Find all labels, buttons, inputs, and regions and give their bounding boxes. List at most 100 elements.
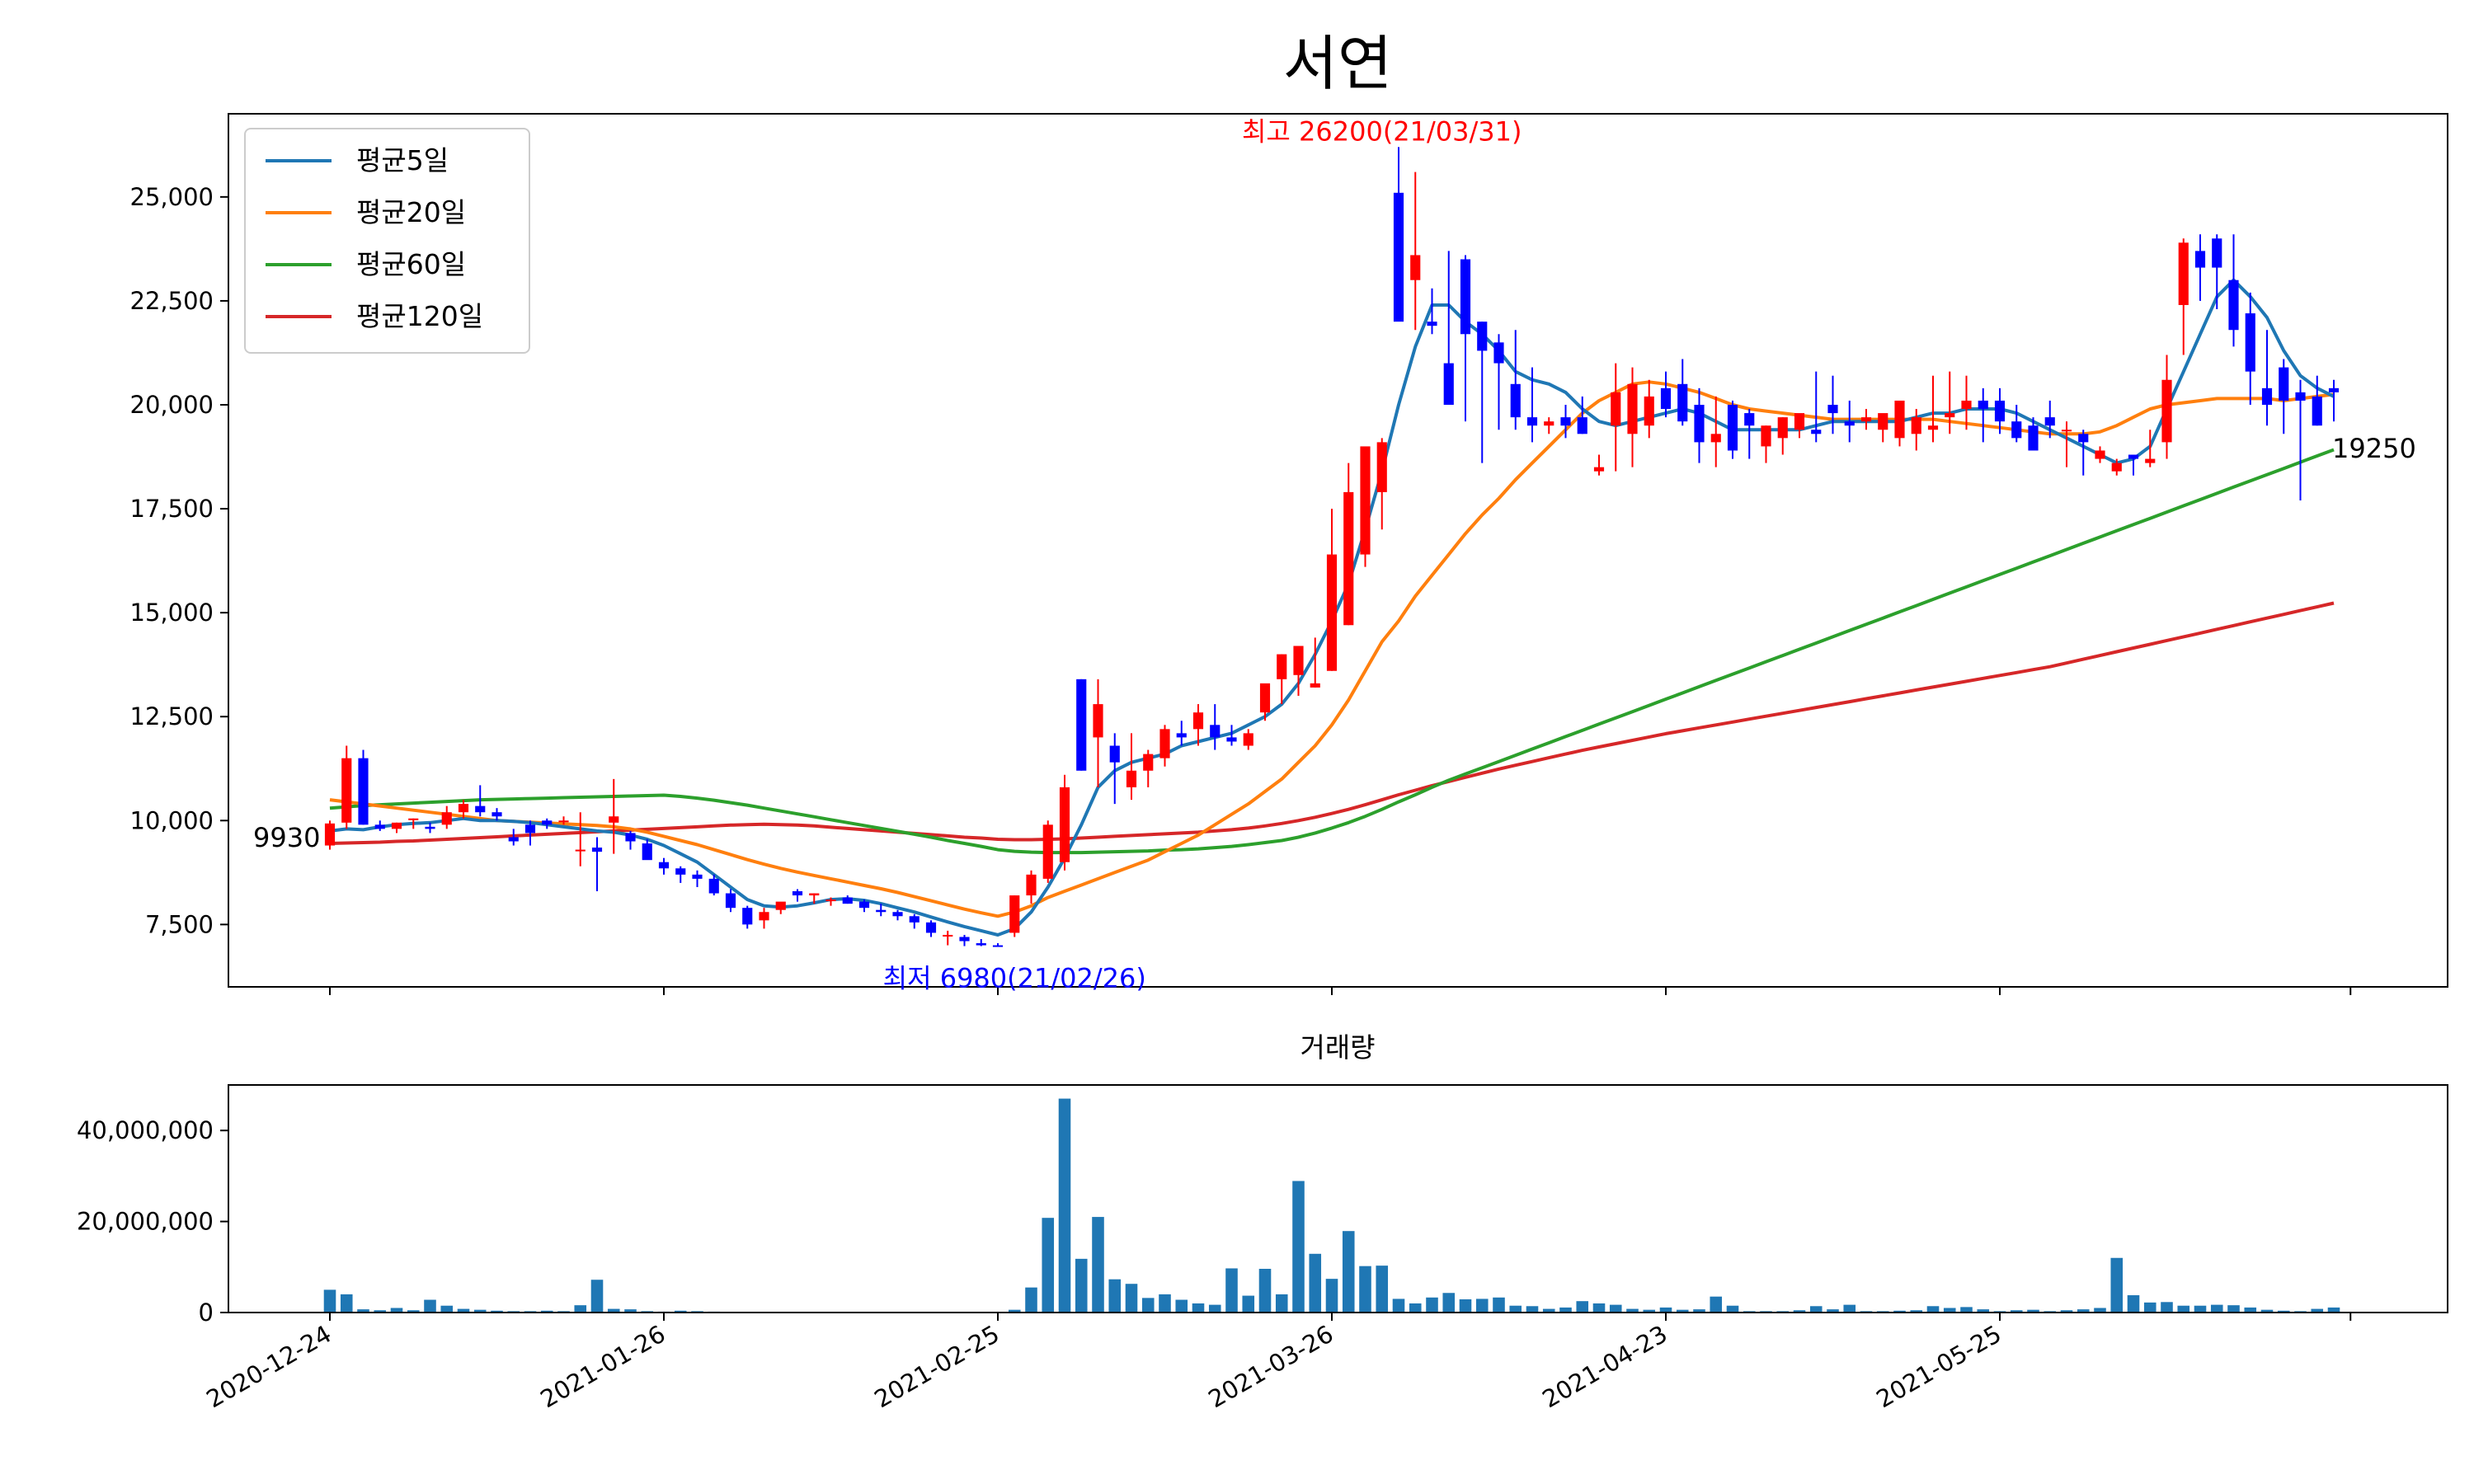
candle-body xyxy=(591,848,603,852)
candle-body xyxy=(508,837,519,842)
volume-panel: 거래량 0 20,000,000 40,000,000 2020-12-24 2021… xyxy=(77,1031,2448,1413)
candle-body xyxy=(1076,679,1087,771)
volume-bar xyxy=(1960,1307,1973,1313)
volume-bar xyxy=(1125,1284,1138,1313)
volume-plot-frame xyxy=(228,1084,2448,1313)
candle-body xyxy=(1961,400,1972,410)
volume-bar xyxy=(1910,1310,1923,1313)
candle-body xyxy=(575,849,586,852)
legend-box xyxy=(244,128,530,354)
candle-body xyxy=(708,878,719,894)
high-annotation: 최고 26200(21/03/31) xyxy=(1242,115,1522,147)
volume-bar xyxy=(1092,1217,1104,1313)
volume-bar xyxy=(1008,1309,1021,1313)
price-plot-frame xyxy=(228,113,2448,988)
volume-bar xyxy=(2277,1310,2290,1313)
candle-body xyxy=(1577,417,1587,434)
candle-body xyxy=(1293,646,1304,675)
price-panel: 7,500 10,000 12,500 15,000 17,500 20,000 22,50… xyxy=(130,113,2448,995)
volume-bar xyxy=(1693,1309,1705,1313)
volume-bar xyxy=(1426,1297,1438,1313)
volume-y-tick-label: 40,000,000 xyxy=(77,1116,214,1144)
candle-body xyxy=(542,820,553,825)
volume-bar xyxy=(1042,1218,1055,1313)
candle-body xyxy=(1894,400,1905,439)
ma60-line xyxy=(329,448,2335,855)
candlesticks xyxy=(324,147,2340,947)
candle-body xyxy=(642,843,652,861)
volume-bar xyxy=(2127,1295,2140,1313)
volume-x-tick-label: 2020-12-24 xyxy=(202,1320,336,1414)
candle-body xyxy=(1593,467,1605,472)
candle-body xyxy=(1176,733,1187,738)
candle-body xyxy=(959,937,970,942)
volume-bar xyxy=(1058,1098,1071,1313)
candle-body xyxy=(2161,379,2172,443)
candle-body xyxy=(2044,417,2055,426)
candle-body xyxy=(1126,770,1137,787)
candle-body xyxy=(2078,434,2089,443)
legend: 평균5일 평균20일 평균60일 평균120일 xyxy=(244,128,530,354)
volume-x-tick-label: 2021-03-26 xyxy=(1204,1320,1338,1414)
legend-label-ma5: 평균5일 xyxy=(356,144,449,176)
volume-bar xyxy=(390,1308,403,1313)
candle-body xyxy=(1259,683,1271,713)
volume-x-tick-label: 2021-05-25 xyxy=(1872,1320,2006,1414)
candle-body xyxy=(658,862,670,869)
volume-bar xyxy=(1025,1287,1037,1313)
candle-body xyxy=(2261,387,2273,405)
volume-bar xyxy=(1442,1293,1456,1313)
candle-body xyxy=(775,901,786,910)
candle-body xyxy=(2061,430,2072,432)
candle-body xyxy=(2295,392,2306,401)
candle-body xyxy=(1510,383,1521,418)
volume-bar xyxy=(1726,1305,1739,1313)
volume-bar xyxy=(1075,1258,1088,1313)
volume-bar xyxy=(2110,1257,2124,1313)
volume-bar xyxy=(1392,1298,1405,1313)
candle-body xyxy=(1460,259,1471,335)
candle-body xyxy=(2279,367,2289,401)
price-y-tick-label: 25,000 xyxy=(130,183,214,211)
candle-body xyxy=(1710,434,1721,443)
candle-body xyxy=(1360,446,1371,555)
volume-bar xyxy=(2027,1309,2039,1313)
candle-body xyxy=(1611,392,1621,426)
candle-body xyxy=(1844,421,1855,426)
volume-bar xyxy=(1108,1279,1122,1313)
candle-body xyxy=(1443,363,1454,405)
candle-body xyxy=(1777,417,1788,439)
price-annotations: 최고 26200(21/03/31) 최저 6980(21/02/26) 993… xyxy=(253,115,2416,993)
volume-bar xyxy=(2177,1305,2190,1313)
candle-body xyxy=(324,823,336,846)
candle-body xyxy=(492,812,502,817)
volume-x-tick-label: 2021-02-25 xyxy=(870,1320,1004,1414)
candle-body xyxy=(475,805,486,813)
volume-bar xyxy=(1359,1266,1371,1313)
volume-bar xyxy=(1626,1308,1639,1313)
candle-body xyxy=(1727,405,1738,451)
volume-x-tick-label: 2021-04-23 xyxy=(1538,1320,1672,1414)
candle-body xyxy=(374,824,385,829)
volume-bar xyxy=(2194,1305,2207,1313)
first-close-label: 9930 xyxy=(253,822,320,853)
candle-body xyxy=(742,908,753,925)
candle-body xyxy=(341,758,352,823)
volume-x-tick-label: 2021-01-26 xyxy=(536,1320,670,1414)
volume-bar xyxy=(624,1309,637,1313)
volume-bar xyxy=(1793,1310,1806,1313)
candle-body xyxy=(1210,725,1221,738)
candle-body xyxy=(675,868,686,875)
candle-body xyxy=(1811,430,1822,434)
price-y-tick-label: 22,500 xyxy=(130,287,214,315)
candle-body xyxy=(2011,421,2022,439)
volume-bar xyxy=(2260,1309,2274,1313)
volume-bar xyxy=(1175,1299,1188,1313)
price-y-tick-label: 12,500 xyxy=(130,702,214,730)
candle-body xyxy=(625,833,636,842)
volume-bar xyxy=(1542,1308,1555,1313)
volume-bar xyxy=(2010,1310,2023,1313)
candle-body xyxy=(1376,442,1387,492)
volume-bar xyxy=(1509,1305,1522,1313)
